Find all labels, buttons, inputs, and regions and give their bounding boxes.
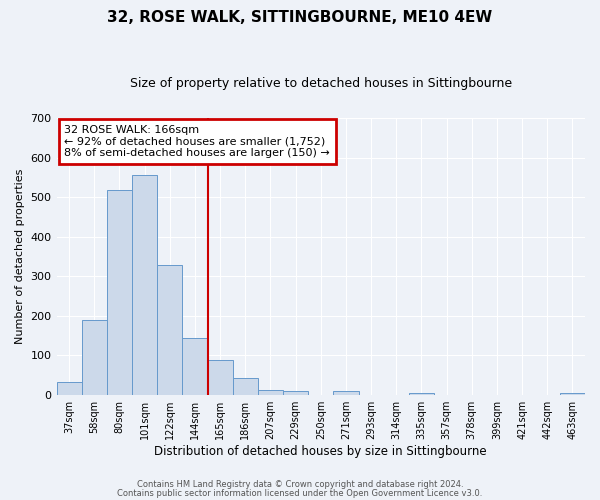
Text: 32, ROSE WALK, SITTINGBOURNE, ME10 4EW: 32, ROSE WALK, SITTINGBOURNE, ME10 4EW <box>107 10 493 25</box>
X-axis label: Distribution of detached houses by size in Sittingbourne: Distribution of detached houses by size … <box>154 444 487 458</box>
Bar <box>258 390 283 394</box>
Bar <box>107 190 132 394</box>
Bar <box>560 392 585 394</box>
Text: Contains public sector information licensed under the Open Government Licence v3: Contains public sector information licen… <box>118 489 482 498</box>
Bar <box>283 391 308 394</box>
Bar <box>132 174 157 394</box>
Text: Contains HM Land Registry data © Crown copyright and database right 2024.: Contains HM Land Registry data © Crown c… <box>137 480 463 489</box>
Title: Size of property relative to detached houses in Sittingbourne: Size of property relative to detached ho… <box>130 78 512 90</box>
Text: 32 ROSE WALK: 166sqm
← 92% of detached houses are smaller (1,752)
8% of semi-det: 32 ROSE WALK: 166sqm ← 92% of detached h… <box>64 125 330 158</box>
Bar <box>208 360 233 394</box>
Bar <box>82 320 107 394</box>
Bar <box>56 382 82 394</box>
Y-axis label: Number of detached properties: Number of detached properties <box>15 168 25 344</box>
Bar <box>409 392 434 394</box>
Bar <box>233 378 258 394</box>
Bar <box>157 265 182 394</box>
Bar <box>182 338 208 394</box>
Bar <box>334 391 359 394</box>
